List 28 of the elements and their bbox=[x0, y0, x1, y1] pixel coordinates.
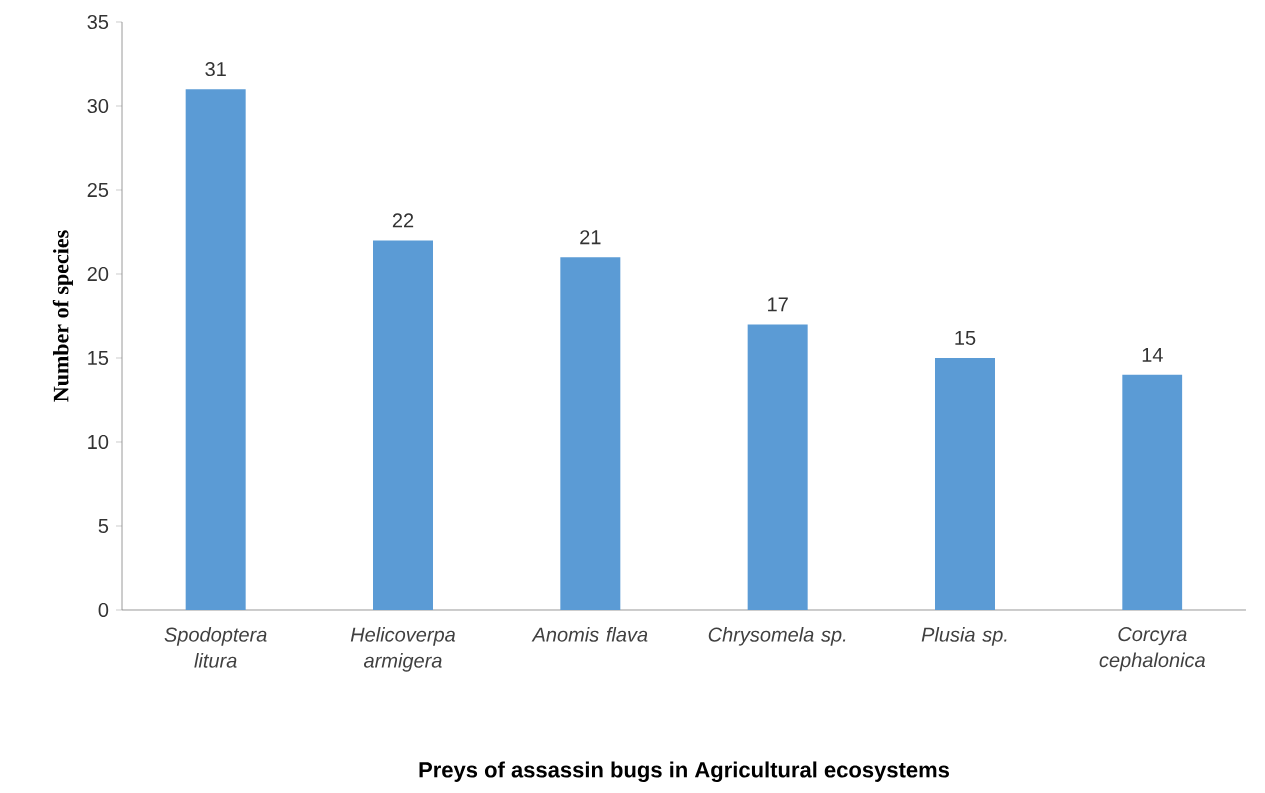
data-label: 14 bbox=[1142, 347, 1163, 362]
data-label: 15 bbox=[955, 330, 976, 345]
bar bbox=[373, 240, 433, 610]
data-label: 31 bbox=[205, 61, 226, 77]
y-tick-label: 20 bbox=[87, 266, 109, 282]
y-tick-label: 25 bbox=[87, 182, 109, 198]
data-label: 21 bbox=[580, 230, 601, 245]
data-label: 17 bbox=[768, 297, 788, 312]
y-axis-title: Number of species bbox=[52, 230, 73, 402]
x-tick-label: Spodoptera litura bbox=[164, 627, 267, 668]
bar bbox=[560, 257, 621, 610]
y-tick-label: 0 bbox=[98, 602, 109, 618]
y-tick-label: 10 bbox=[88, 434, 109, 450]
bar bbox=[185, 89, 246, 610]
x-tick-label: Plusia sp. bbox=[921, 627, 1007, 646]
x-tick-label: Anomis flava bbox=[531, 627, 648, 642]
bar bbox=[935, 357, 995, 610]
y-tick-label: 5 bbox=[98, 519, 109, 533]
y-tick-label: 35 bbox=[87, 14, 109, 30]
y-tick-label: 30 bbox=[87, 98, 109, 114]
x-tick-label: Chrysomela sp. bbox=[708, 627, 846, 646]
x-tick-label: Helicoverpa armigera bbox=[350, 627, 456, 672]
x-axis-title: Preys of assassin bugs in Agricultural ecosystems bbox=[419, 761, 949, 783]
y-tick-label: 15 bbox=[88, 351, 109, 365]
bar bbox=[747, 324, 808, 610]
x-tick-label: Corcyra cephalonica bbox=[1099, 627, 1205, 672]
bar bbox=[1122, 374, 1183, 610]
data-label: 22 bbox=[392, 213, 414, 228]
